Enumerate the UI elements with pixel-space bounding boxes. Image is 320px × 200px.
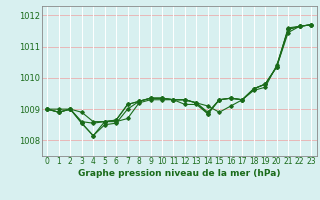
X-axis label: Graphe pression niveau de la mer (hPa): Graphe pression niveau de la mer (hPa): [78, 169, 280, 178]
